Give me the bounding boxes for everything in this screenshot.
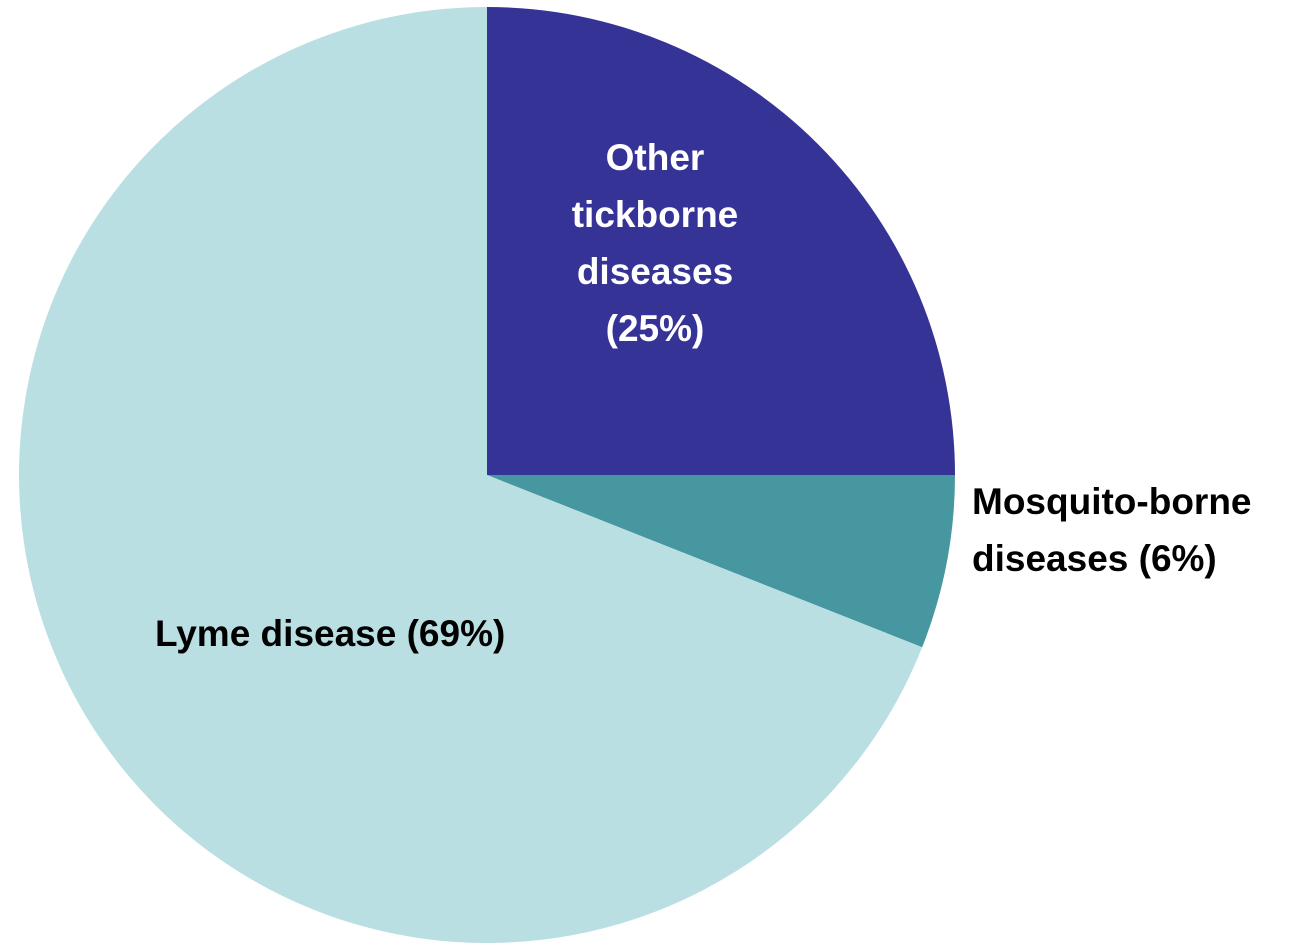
pie-slice-lyme-disease xyxy=(19,7,923,944)
pie-label-line: diseases xyxy=(577,251,733,292)
pie-slice-mosquito-borne-diseases xyxy=(487,475,956,648)
pie-label-mosquito-borne-diseases: Mosquito-borne diseases (6%) xyxy=(972,481,1252,579)
pie-slice-other-tickborne-diseases xyxy=(487,7,955,475)
pie-label-lyme-disease: Lyme disease (69%) xyxy=(155,613,505,654)
pie-label-line: tickborne xyxy=(572,194,739,235)
pie-label-line: diseases (6%) xyxy=(972,538,1217,579)
pie-label-line: (25%) xyxy=(606,308,705,349)
pie-label-line: Mosquito-borne xyxy=(972,481,1252,522)
pie-slices xyxy=(19,7,956,944)
pie-label-line: Other xyxy=(606,137,705,178)
pie-label-other-tickborne-diseases: Other tickborne diseases (25%) xyxy=(572,137,739,349)
pie-label-line: Lyme disease (69%) xyxy=(155,613,505,654)
pie-labels: Other tickborne diseases (25%) Mosquito-born… xyxy=(155,137,1252,654)
